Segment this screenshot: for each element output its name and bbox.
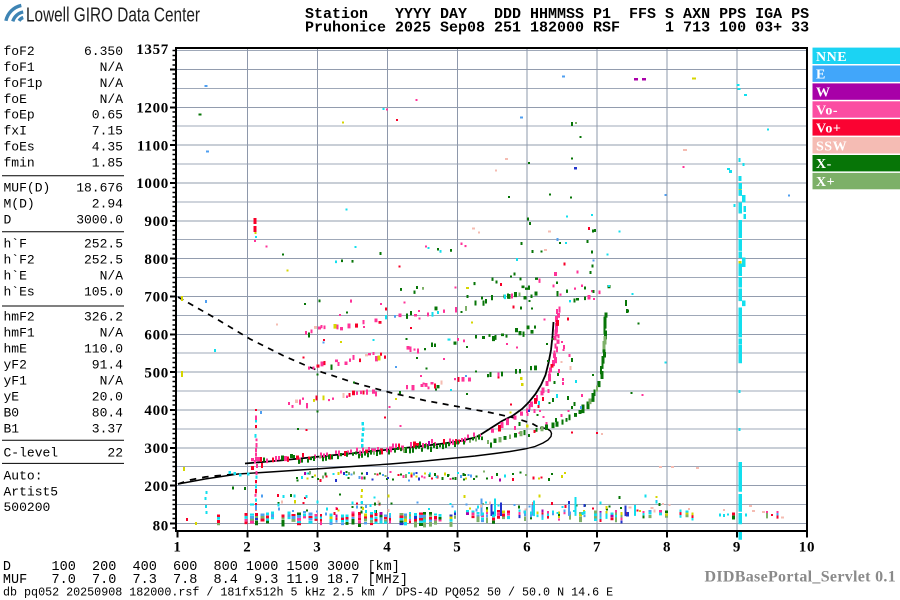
svg-text:7.15: 7.15 [92,124,123,139]
svg-text:N/A: N/A [100,269,124,284]
svg-text:MUF(D): MUF(D) [4,180,51,195]
svg-text:1.85: 1.85 [92,155,123,170]
svg-text:Auto:: Auto: [4,469,43,484]
svg-text:yE: yE [4,390,20,405]
svg-text:B0: B0 [4,406,20,421]
svg-text:7: 7 [593,540,601,556]
svg-text:3: 3 [313,540,321,556]
svg-text:yF2: yF2 [4,358,27,373]
svg-text:Pruhonice 2025 Sep08 251 18200: Pruhonice 2025 Sep08 251 182000 RSF 1 71… [305,20,809,37]
svg-text:500: 500 [144,365,169,381]
svg-text:2: 2 [243,540,251,556]
svg-text:6: 6 [523,540,531,556]
svg-text:W: W [816,86,831,101]
svg-text:db pq052 20250908 182000.rsf /: db pq052 20250908 182000.rsf / 181fx512h… [3,585,613,599]
svg-text:2.94: 2.94 [92,197,123,212]
svg-text:6.350: 6.350 [84,44,123,59]
svg-text:20.0: 20.0 [92,390,123,405]
svg-text:fmin: fmin [4,155,35,170]
svg-text:X-: X- [816,157,832,172]
svg-text:foF2: foF2 [4,44,35,59]
svg-text:h`E: h`E [4,269,28,284]
svg-text:Vo+: Vo+ [816,121,841,136]
svg-text:22: 22 [107,445,123,460]
svg-text:110.0: 110.0 [84,342,123,357]
svg-text:0.65: 0.65 [92,108,123,123]
svg-text:3000.0: 3000.0 [76,213,123,228]
svg-text:300: 300 [144,441,169,457]
svg-text:80.4: 80.4 [92,406,123,421]
svg-text:M(D): M(D) [4,197,35,212]
svg-text:DIDBasePortal_Servlet 0.1: DIDBasePortal_Servlet 0.1 [705,569,896,586]
svg-text:foEs: foEs [4,139,35,154]
svg-text:D 100 200 400 600 800: D 100 200 400 600 800 1000 1500 3000 [km… [3,560,400,575]
svg-text:105.0: 105.0 [84,285,123,300]
svg-text:Vo-: Vo- [816,104,838,119]
svg-text:yF1: yF1 [4,374,28,389]
svg-text:200: 200 [144,479,169,495]
svg-text:500200: 500200 [4,500,51,515]
svg-text:1357: 1357 [136,42,169,58]
svg-text:400: 400 [144,403,169,419]
svg-text:252.5: 252.5 [84,237,123,252]
svg-text:700: 700 [144,290,169,306]
svg-text:NNE: NNE [816,50,847,65]
svg-text:600: 600 [144,328,169,344]
svg-text:4.35: 4.35 [92,139,123,154]
svg-text:900: 900 [144,214,169,230]
svg-text:10: 10 [799,540,815,556]
svg-text:1200: 1200 [136,101,169,117]
svg-text:h`F2: h`F2 [4,253,35,268]
svg-text:h`F: h`F [4,237,27,252]
svg-text:252.5: 252.5 [84,253,123,268]
svg-text:foF1: foF1 [4,60,35,75]
svg-text:Station YYYY DAY DDD HHMMS: Station YYYY DAY DDD HHMMSS P1 FFS S AXN… [305,6,809,23]
svg-text:fxI: fxI [4,124,27,139]
svg-text:5: 5 [453,540,461,556]
svg-text:SSW: SSW [816,139,847,154]
svg-text:B1: B1 [4,422,20,437]
svg-text:9: 9 [733,540,741,556]
svg-text:N/A: N/A [100,326,124,341]
svg-text:foE: foE [4,92,28,107]
svg-text:3.37: 3.37 [92,422,123,437]
svg-text:hmF2: hmF2 [4,310,35,325]
svg-text:N/A: N/A [100,92,124,107]
svg-text:800: 800 [144,252,169,268]
svg-text:1100: 1100 [137,138,169,154]
svg-text:C-level: C-level [4,445,59,460]
svg-text:326.2: 326.2 [84,310,123,325]
svg-text:foEp: foEp [4,108,35,123]
svg-text:Lowell GIRO Data Center: Lowell GIRO Data Center [26,4,200,27]
svg-text:N/A: N/A [100,374,124,389]
svg-text:Artist5: Artist5 [4,485,59,500]
svg-text:1: 1 [173,540,181,556]
svg-text:1000: 1000 [136,176,169,192]
svg-text:D: D [4,213,12,228]
svg-text:foF1p: foF1p [4,76,43,91]
svg-text:N/A: N/A [100,60,124,75]
svg-text:hmE: hmE [4,342,28,357]
svg-text:80: 80 [153,519,169,535]
svg-text:N/A: N/A [100,76,124,91]
svg-text:MUF 7.0 7.0 7.3 7.8 8.4: MUF 7.0 7.0 7.3 7.8 8.4 9.3 11.9 18.7 [M… [3,573,408,588]
svg-text:91.4: 91.4 [92,358,123,373]
svg-text:hmF1: hmF1 [4,326,35,341]
svg-text:8: 8 [663,540,671,556]
svg-text:4: 4 [383,540,391,556]
svg-text:h`Es: h`Es [4,285,35,300]
svg-text:E: E [816,68,826,83]
svg-text:18.676: 18.676 [76,180,123,195]
svg-text:X+: X+ [816,175,835,190]
